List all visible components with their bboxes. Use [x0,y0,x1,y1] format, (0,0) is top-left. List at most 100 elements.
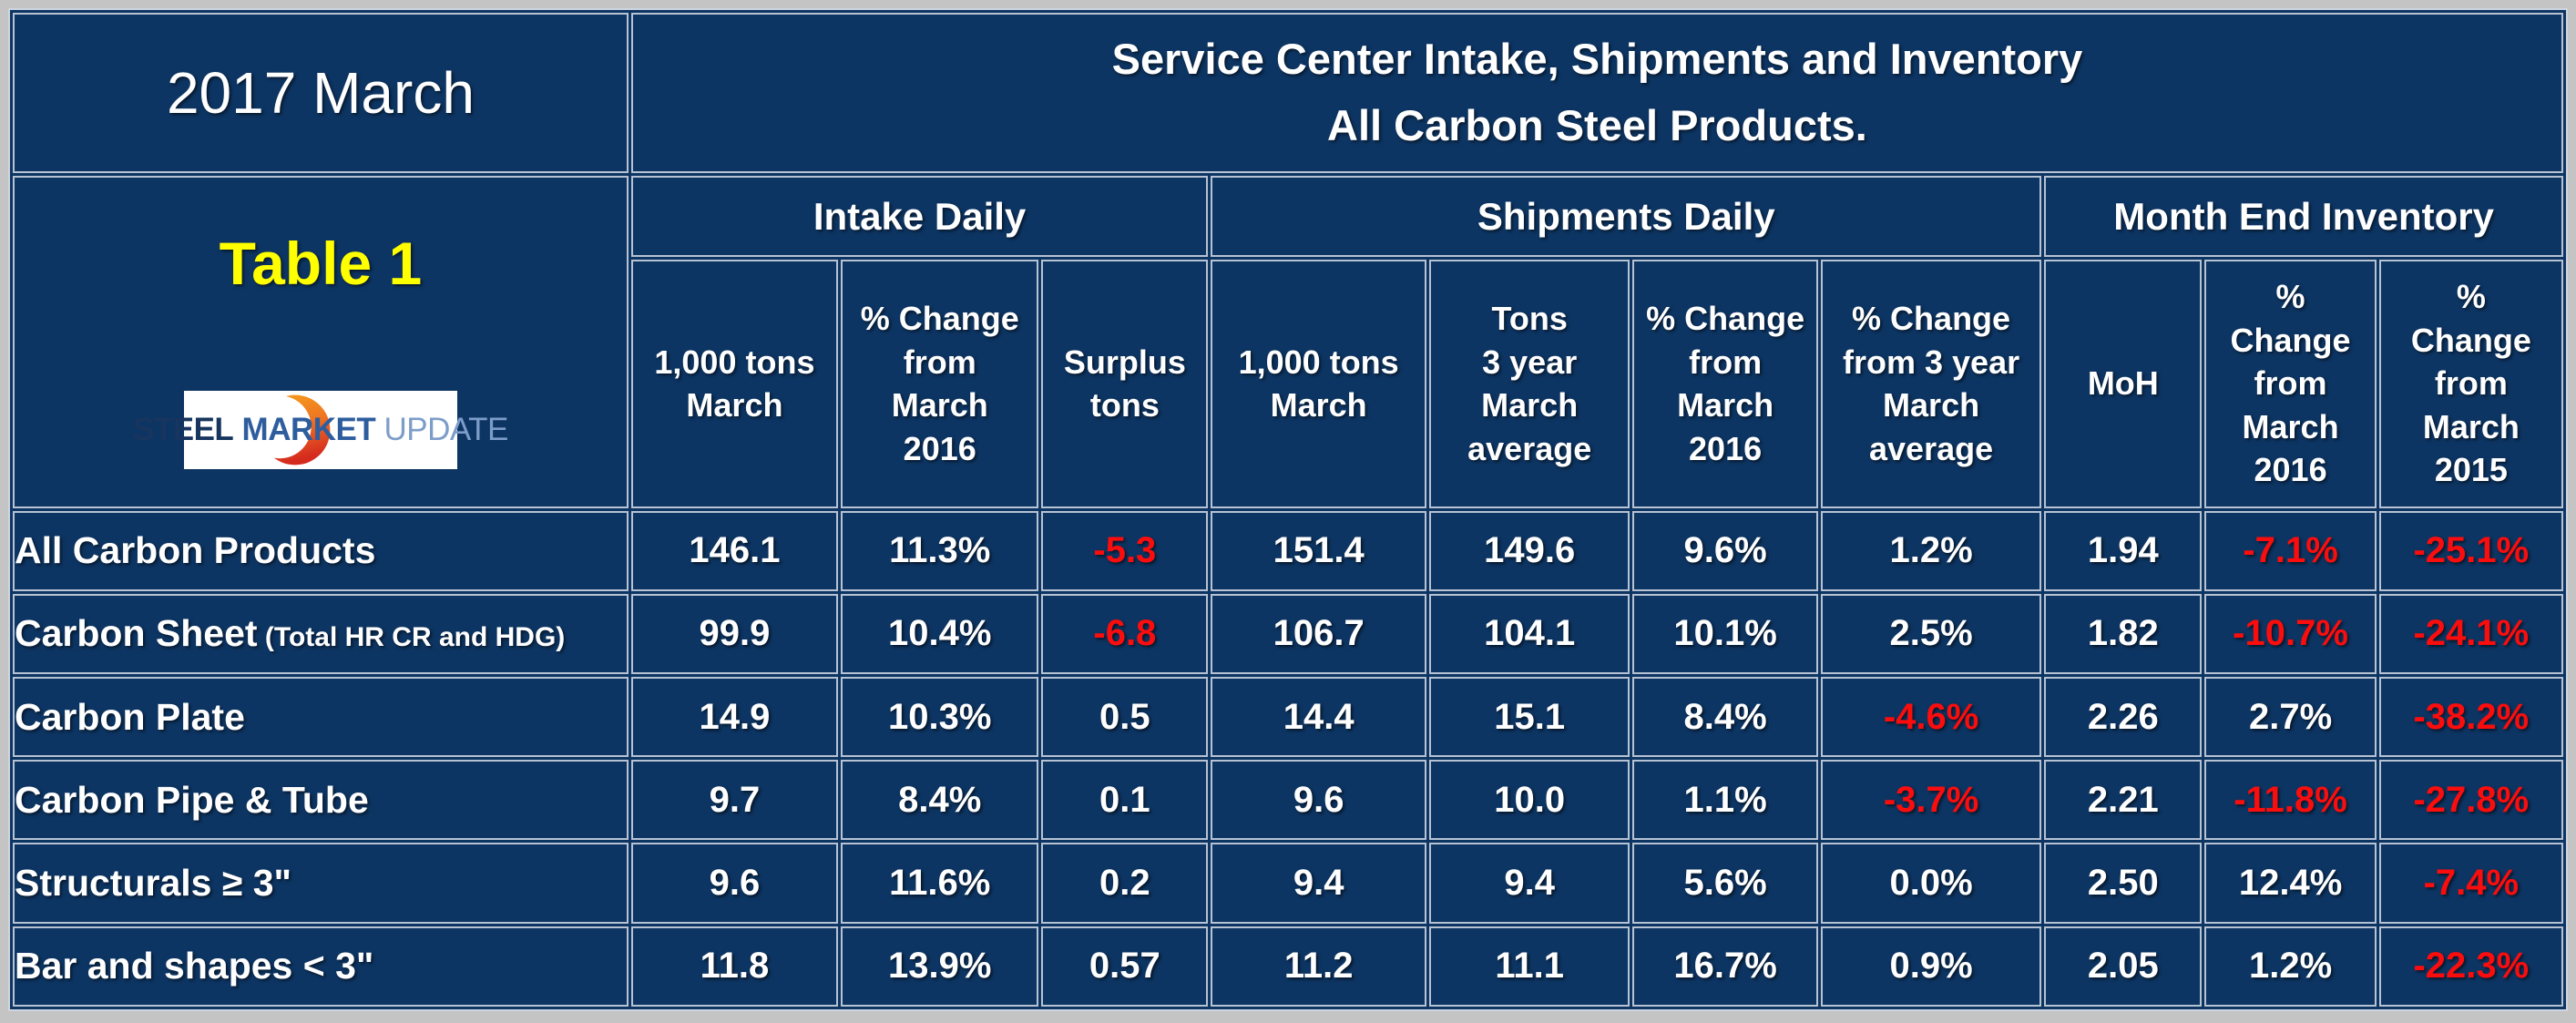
cell-value: 10.0 [1429,760,1630,841]
cell-value: 13.9% [841,926,1039,1007]
column-header-change-from-march-2016: % Change from March 2016 [1632,259,1818,508]
cell-value: 104.1 [1429,593,1630,674]
group-header-month-end-inventory: Month End Inventory [2044,176,2563,257]
cell-value: 11.8 [630,926,838,1007]
cell-value: 14.4 [1211,677,1427,758]
cell-value: -11.8% [2204,760,2377,841]
cell-value: 2.5% [1820,593,2042,674]
cell-value: 9.6 [630,843,838,924]
cell-value: -38.2% [2378,677,2563,758]
smu-logo: STEEL MARKET UPDATE [133,390,508,469]
cell-value: 0.57 [1041,926,1209,1007]
row-label-cell: Carbon Sheet (Total HR CR and HDG) [13,593,629,674]
cell-value: 9.4 [1429,843,1630,924]
row-label: Carbon Pipe & Tube [15,778,369,821]
cell-value: 1.1% [1632,760,1818,841]
table-title: Service Center Intake, Shipments and Inv… [630,13,2563,174]
cell-value: -24.1% [2378,593,2563,674]
cell-value: 16.7% [1632,926,1818,1007]
row-label: Carbon Sheet [15,612,258,655]
cell-value: 8.4% [841,760,1039,841]
cell-value: 151.4 [1211,510,1427,591]
cell-value: -6.8 [1041,593,1209,674]
cell-value: 0.2 [1041,843,1209,924]
column-header-1-000-tons-march: 1,000 tons March [630,259,838,508]
column-header-moh: MoH [2044,259,2203,508]
logo-word-update: UPDATE [383,411,509,447]
cell-value: 0.1 [1041,760,1209,841]
cell-value: 1.82 [2044,593,2203,674]
row-label: Structurals ≥ 3" [15,862,291,905]
cell-value: -10.7% [2204,593,2377,674]
column-header-change-from-march-2016: % Change from March 2016 [2204,259,2377,508]
cell-value: -22.3% [2378,926,2563,1007]
cell-value: -7.4% [2378,843,2563,924]
cell-value: 2.26 [2044,677,2203,758]
cell-value: 9.6 [1211,760,1427,841]
row-label: All Carbon Products [15,529,376,572]
group-header-shipments-daily: Shipments Daily [1211,176,2042,257]
column-header-change-from-march-2016: % Change from March 2016 [841,259,1039,508]
title-line-1: Service Center Intake, Shipments and Inv… [1111,35,2083,84]
table-row-all-carbon-products: All Carbon Products 146.1 11.3% -5.3 151.4 14… [13,510,2563,591]
cell-value: -5.3 [1041,510,1209,591]
cell-value: 8.4% [1632,677,1818,758]
cell-value: -25.1% [2378,510,2563,591]
column-header-change-from-march-2015: % Change from March 2015 [2378,259,2563,508]
cell-value: 9.4 [1211,843,1427,924]
table-row-structurals-3: Structurals ≥ 3" 9.6 11.6% 0.2 9.4 9.4 5.6% 0.0… [13,843,2563,924]
cell-value: 9.6% [1632,510,1818,591]
table-row-carbon-sheet: Carbon Sheet (Total HR CR and HDG) 99.9 10… [13,593,2563,674]
cell-value: 1.2% [2204,926,2377,1007]
title-line-2: All Carbon Steel Products. [1327,101,1867,150]
cell-value: 10.4% [841,593,1039,674]
cell-value: 0.9% [1820,926,2042,1007]
cell-value: 12.4% [2204,843,2377,924]
row-label-cell: All Carbon Products [13,510,629,591]
cell-value: 0.5 [1041,677,1209,758]
cell-value: 106.7 [1211,593,1427,674]
cell-value: 2.50 [2044,843,2203,924]
row-label-note: (Total HR CR and HDG) [257,622,566,653]
cell-value: 2.05 [2044,926,2203,1007]
cell-value: 1.2% [1820,510,2042,591]
group-header-intake-daily: Intake Daily [630,176,1209,257]
logo-word-market: MARKET [241,411,376,447]
steel-market-update-table: 2017 March Service Center Intake, Shipme… [8,8,2568,1011]
table-row-carbon-plate: Carbon Plate 14.9 10.3% 0.5 14.4 15.1 8.4% -4.6… [13,677,2563,758]
cell-value: 10.1% [1632,593,1818,674]
smu-logo-text: STEEL MARKET UPDATE [133,412,508,448]
cell-value: 11.6% [841,843,1039,924]
table-row-carbon-pipe-tube: Carbon Pipe & Tube 9.7 8.4% 0.1 9.6 10.0 1.1% -… [13,760,2563,841]
table-label-cell: Table 1 [13,176,629,508]
table-label: Table 1 [219,229,423,297]
logo-word-steel: STEEL [133,411,234,447]
column-header-surplus-tons: Surplus tons [1041,259,1209,508]
cell-value: 11.1 [1429,926,1630,1007]
cell-value: 99.9 [630,593,838,674]
cell-value: 11.3% [841,510,1039,591]
cell-value: -27.8% [2378,760,2563,841]
row-label-cell: Carbon Plate [13,677,629,758]
cell-value: 10.3% [841,677,1039,758]
cell-value: 149.6 [1429,510,1630,591]
row-label-cell: Bar and shapes < 3" [13,926,629,1007]
cell-value: -3.7% [1820,760,2042,841]
smu-crescent-icon [258,394,331,465]
cell-value: -7.1% [2204,510,2377,591]
cell-value: 2.21 [2044,760,2203,841]
cell-value: 11.2 [1211,926,1427,1007]
row-label-cell: Carbon Pipe & Tube [13,760,629,841]
column-header-change-from-3-year-march-average: % Change from 3 year March average [1820,259,2042,508]
row-label-cell: Structurals ≥ 3" [13,843,629,924]
cell-value: 1.94 [2044,510,2203,591]
column-header-1-000-tons-march: 1,000 tons March [1211,259,1427,508]
cell-value: 15.1 [1429,677,1630,758]
cell-value: 14.9 [630,677,838,758]
period-label: 2017 March [13,13,629,174]
cell-value: 146.1 [630,510,838,591]
cell-value: 9.7 [630,760,838,841]
cell-value: 0.0% [1820,843,2042,924]
table-row-bar-and-shapes-3: Bar and shapes < 3" 11.8 13.9% 0.57 11.2 11.1… [13,926,2563,1007]
